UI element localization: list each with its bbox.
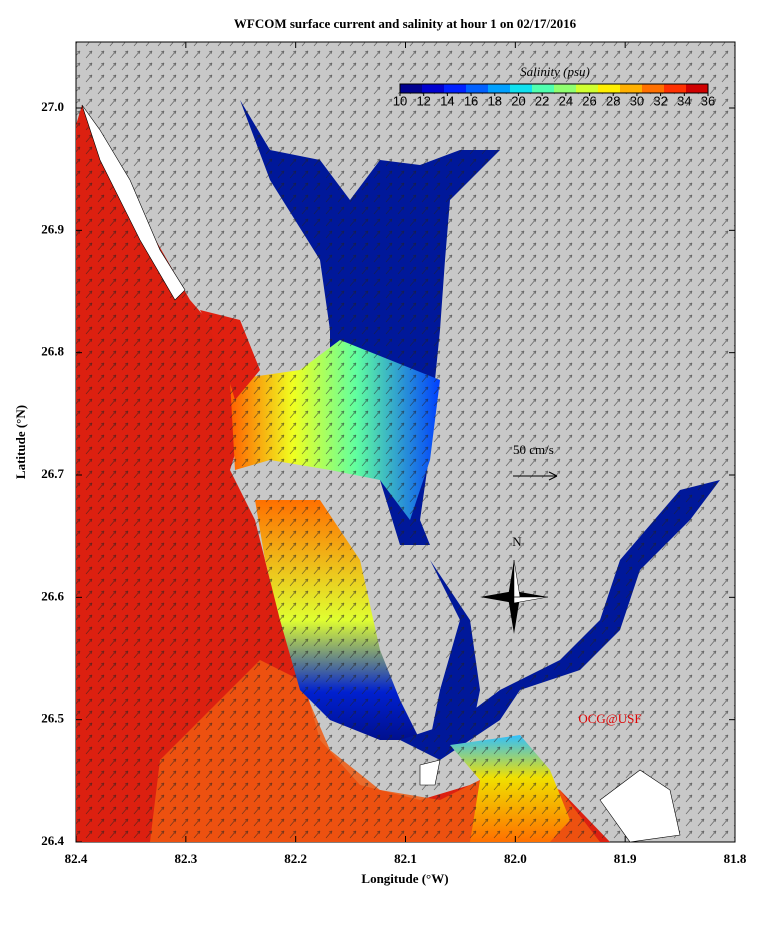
colorbar-swatch bbox=[510, 84, 533, 93]
colorbar-tick-label: 36 bbox=[701, 93, 715, 108]
y-tick-label: 27.0 bbox=[41, 99, 64, 114]
colorbar-tick-label: 20 bbox=[511, 93, 525, 108]
island bbox=[599, 769, 681, 843]
colorbar-tick-label: 32 bbox=[653, 93, 667, 108]
colorbar-swatch bbox=[642, 84, 665, 93]
current-vectors bbox=[76, 42, 735, 842]
colorbar-swatch bbox=[620, 84, 643, 93]
colorbar-swatch bbox=[466, 84, 489, 93]
colorbar-tick-label: 26 bbox=[582, 93, 596, 108]
colorbar-tick-label: 24 bbox=[559, 93, 573, 108]
colorbar-swatch bbox=[576, 84, 599, 93]
colorbar-tick-label: 16 bbox=[464, 93, 478, 108]
y-tick-label: 26.4 bbox=[41, 833, 64, 848]
map-title: WFCOM surface current and salinity at ho… bbox=[234, 16, 577, 31]
colorbar-label: Salinity (psu) bbox=[520, 64, 590, 79]
y-tick-label: 26.5 bbox=[41, 711, 64, 726]
compass-label: N bbox=[512, 534, 522, 549]
x-tick-label: 81.8 bbox=[724, 851, 747, 866]
x-tick-label: 82.2 bbox=[284, 851, 307, 866]
colorbar-swatch bbox=[488, 84, 511, 93]
x-tick-label: 81.9 bbox=[614, 851, 637, 866]
colorbar-tick-label: 12 bbox=[416, 93, 430, 108]
colorbar-tick-label: 34 bbox=[677, 93, 691, 108]
colorbar-swatch bbox=[532, 84, 555, 93]
x-tick-label: 82.1 bbox=[394, 851, 417, 866]
colorbar-tick-label: 22 bbox=[535, 93, 549, 108]
x-axis-label: Longitude (°W) bbox=[361, 871, 448, 886]
colorbar-swatch bbox=[686, 84, 709, 93]
x-tick-label: 82.0 bbox=[504, 851, 527, 866]
y-tick-label: 26.8 bbox=[41, 344, 64, 359]
island bbox=[419, 759, 441, 786]
colorbar-tick-label: 10 bbox=[393, 93, 407, 108]
x-tick-label: 82.4 bbox=[65, 851, 88, 866]
compass-rose bbox=[480, 559, 549, 634]
colorbar-swatch bbox=[422, 84, 445, 93]
y-tick-label: 26.7 bbox=[41, 466, 64, 481]
colorbar-swatch bbox=[598, 84, 621, 93]
colorbar-tick-label: 18 bbox=[488, 93, 502, 108]
colorbar-swatch bbox=[664, 84, 687, 93]
colorbar-tick-label: 30 bbox=[630, 93, 644, 108]
credit: OCG@USF bbox=[578, 711, 641, 726]
colorbar-tick-label: 14 bbox=[440, 93, 454, 108]
y-tick-label: 26.9 bbox=[41, 221, 64, 236]
barrier-island bbox=[81, 104, 186, 301]
scale-arrow bbox=[513, 471, 558, 481]
x-tick-label: 82.3 bbox=[174, 851, 197, 866]
y-tick-label: 26.6 bbox=[41, 588, 64, 603]
colorbar-swatch bbox=[400, 84, 423, 93]
scale-label: 50 cm/s bbox=[513, 442, 554, 457]
colorbar-swatch bbox=[554, 84, 577, 93]
colorbar-swatch bbox=[444, 84, 467, 93]
colorbar-tick-label: 28 bbox=[606, 93, 620, 108]
colorbar-frame bbox=[399, 83, 709, 94]
y-axis-label: Latitude (°N) bbox=[13, 405, 28, 479]
